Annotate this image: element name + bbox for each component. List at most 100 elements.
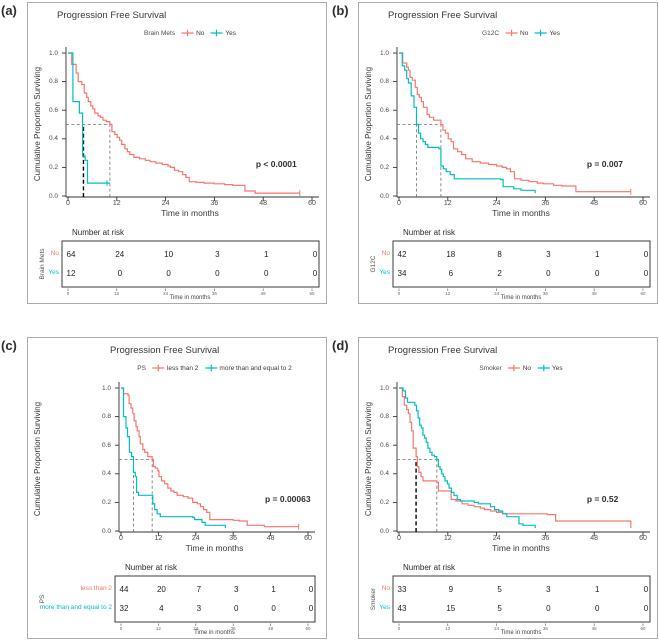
x-tick-label: 60 <box>639 200 647 207</box>
risk-count: 24 <box>115 250 125 259</box>
x-tick-label: 0 <box>397 535 401 542</box>
risk-row-label: No <box>381 585 390 592</box>
legend-item-label: Yes <box>552 364 563 372</box>
x-tick-label: 12 <box>112 200 121 207</box>
risk-row-label: less than 2 <box>80 585 112 592</box>
risk-table-heading: Number at risk <box>72 228 125 237</box>
legend-item-label: Yes <box>225 29 236 37</box>
legend-item-no: No <box>508 364 531 372</box>
risk-count: 0 <box>117 269 123 278</box>
risk-count: 0 <box>312 250 318 259</box>
risk-count: 0 <box>215 269 220 278</box>
x-tick-label: 36 <box>541 200 550 207</box>
y-tick-label: 0.8 <box>379 413 389 421</box>
x-tick-label: 12 <box>443 535 452 542</box>
y-tick-label: 0.8 <box>48 78 58 86</box>
risk-count: 32 <box>119 604 129 613</box>
risk-axis-tick-label: 12 <box>445 291 451 296</box>
km-panel: (d) Progression Free Survival Smoker No … <box>332 337 658 639</box>
risk-row-label: No <box>50 250 59 257</box>
survival-plot-canvas <box>114 382 316 626</box>
censor-plus-marker-icon <box>505 29 518 37</box>
risk-count: 64 <box>66 250 76 259</box>
y-tick-label: 0.4 <box>379 470 389 478</box>
risk-count: 1 <box>263 250 269 259</box>
risk-axis-tick-label: 48 <box>591 291 597 296</box>
risk-count: 3 <box>546 250 551 259</box>
legend-item-label: No <box>196 29 205 37</box>
risk-axis-tick-label: 60 <box>305 626 311 631</box>
y-tick-label: 0.6 <box>48 106 58 114</box>
x-tick-label: 36 <box>541 535 550 542</box>
risk-count: 2 <box>497 269 502 278</box>
panel-border-box: Progression Free Survival G12C No Yes Cu… <box>358 2 658 304</box>
risk-count: 43 <box>397 604 407 613</box>
y-axis-title: Cumulative Proportion Surviving <box>33 66 42 182</box>
risk-axis-title: Time in months <box>194 630 235 636</box>
risk-group-label: Brain Mets <box>39 248 46 280</box>
risk-count: 33 <box>397 585 407 594</box>
risk-count: 0 <box>263 269 269 278</box>
risk-axis-title: Time in months <box>500 630 542 636</box>
legend-item-label: more than and equal to 2 <box>219 364 292 372</box>
panel-border-box: Progression Free Survival Brain Mets No … <box>27 2 327 304</box>
risk-count: 6 <box>448 269 454 278</box>
km-panel: (b) Progression Free Survival G12C No Ye… <box>332 2 658 304</box>
x-tick-label: 0 <box>66 200 70 207</box>
risk-axis-tick-label: 24 <box>494 626 500 631</box>
risk-count: 0 <box>594 269 600 278</box>
y-tick-label: 0.6 <box>101 441 111 449</box>
y-tick-label: 0.2 <box>48 163 58 171</box>
risk-count: 1 <box>594 250 600 259</box>
x-tick-label: 48 <box>266 535 275 542</box>
risk-count: 15 <box>446 604 456 613</box>
x-tick-label: 60 <box>304 535 312 542</box>
p-value: p = 0.007 <box>586 159 624 169</box>
risk-axis-tick-label: 36 <box>211 291 217 296</box>
x-tick-label: 0 <box>397 200 401 207</box>
x-tick-label: 12 <box>443 200 452 207</box>
risk-count: 4 <box>159 604 164 613</box>
risk-count: 3 <box>215 250 220 259</box>
risk-axis-tick-label: 0 <box>397 291 401 296</box>
risk-count: 0 <box>546 269 551 278</box>
risk-axis-tick-label: 24 <box>193 626 199 631</box>
legend-item-yes: Yes <box>537 364 563 372</box>
risk-row-label: Yes <box>48 269 59 276</box>
risk-table-heading: Number at risk <box>403 228 456 237</box>
x-tick-label: 36 <box>210 200 219 207</box>
risk-axis-tick-label: 36 <box>542 291 548 296</box>
risk-group-label: G12C <box>370 255 377 273</box>
risk-axis-tick-label: 60 <box>640 291 646 296</box>
plot-title: Progression Free Survival <box>110 345 220 356</box>
risk-count: 3 <box>233 585 239 594</box>
risk-count: 0 <box>166 269 171 278</box>
censor-plus-marker-icon <box>204 364 217 372</box>
x-tick-label: 12 <box>154 535 163 542</box>
p-value: p = 0.00063 <box>264 494 311 504</box>
risk-count: 8 <box>497 250 502 259</box>
risk-axis-tick-label: 48 <box>591 626 597 631</box>
risk-axis-tick-label: 12 <box>155 626 161 631</box>
censor-plus-marker-icon <box>537 364 550 372</box>
panel-border-box: Progression Free Survival Smoker No Yes … <box>358 337 658 639</box>
risk-count: 0 <box>643 585 649 594</box>
x-tick-label: 60 <box>308 200 316 207</box>
x-tick-label: 0 <box>119 535 123 542</box>
risk-count: 0 <box>271 604 276 613</box>
legend: G12C No Yes <box>482 29 560 37</box>
legend-group-label: Smoker <box>479 364 502 372</box>
legend-item-no: No <box>505 29 528 37</box>
panel-letter-label: (c) <box>1 338 17 353</box>
risk-count: 3 <box>546 585 551 594</box>
y-axis-title: Cumulative Proportion Surviving <box>33 401 42 517</box>
legend: PS less than 2 more than and equal to 2 <box>137 364 291 372</box>
legend-group-label: Brain Mets <box>144 29 176 37</box>
y-tick-label: 0.0 <box>379 527 389 535</box>
risk-count: 5 <box>497 604 502 613</box>
panel-border-box: Progression Free Survival PS less than 2… <box>27 337 327 639</box>
legend-group-label: G12C <box>482 29 500 37</box>
x-tick-label: 48 <box>590 200 599 207</box>
legend-item-label: Yes <box>549 29 560 37</box>
legend-item-label: No <box>520 29 529 37</box>
